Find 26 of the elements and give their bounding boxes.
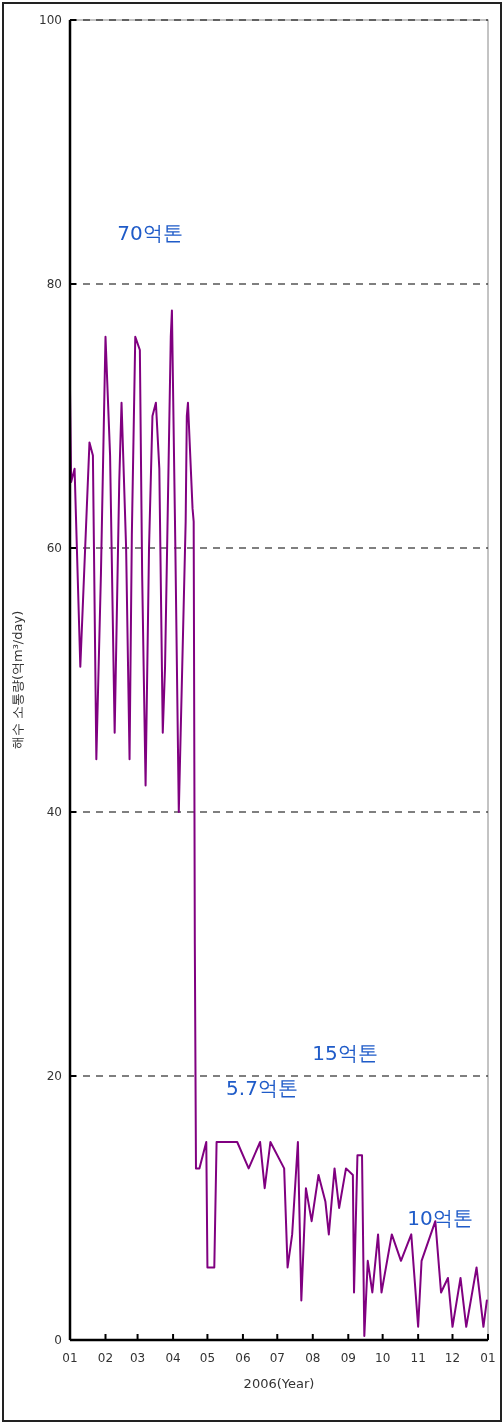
- x-tick-label: 05: [199, 1351, 216, 1365]
- y-tick-label: 20: [46, 1069, 62, 1083]
- x-tick-label: 01: [480, 1351, 496, 1365]
- x-tick-label: 08: [305, 1351, 321, 1365]
- line-series: [69, 309, 488, 1338]
- x-tick-label: 12: [444, 1351, 461, 1365]
- x-tick-label: 01: [62, 1351, 78, 1365]
- x-axis-title: 2006(Year): [243, 1376, 315, 1391]
- x-tick-label: 11: [410, 1351, 426, 1365]
- x-tick-label: 03: [129, 1351, 146, 1365]
- y-tick-label: 40: [46, 805, 62, 819]
- x-tick-label: 10: [375, 1351, 391, 1365]
- y-tick-label: 100: [39, 13, 62, 27]
- y-tick-label: 80: [46, 277, 62, 291]
- annotation: 15억톤: [312, 1041, 378, 1065]
- annotation: 70억톤: [117, 221, 183, 245]
- x-tick-label: 07: [269, 1351, 285, 1365]
- y-tick-label: 60: [46, 541, 62, 555]
- annotation: 5.7억톤: [226, 1076, 298, 1100]
- y-tick-label: 0: [54, 1333, 62, 1347]
- annotation: 10억톤: [407, 1206, 473, 1230]
- x-tick-label: 04: [165, 1351, 181, 1365]
- y-axis-title: 해수 소통량(억m³/day): [10, 610, 25, 750]
- x-tick-label: 06: [235, 1351, 251, 1365]
- x-tick-label: 02: [97, 1351, 114, 1365]
- x-tick-label: 09: [340, 1351, 356, 1365]
